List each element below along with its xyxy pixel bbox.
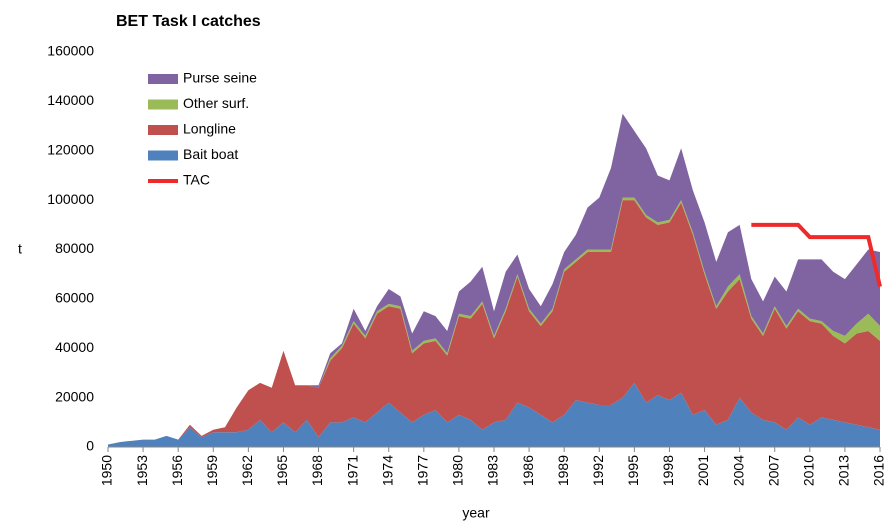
x-tick-label: 1959 [204,455,220,486]
y-tick-label: 0 [86,438,94,454]
x-tick-label: 1986 [520,455,536,486]
x-tick-label: 2004 [730,455,746,486]
y-tick-label: 120000 [47,141,94,157]
x-tick-label: 1974 [379,455,395,486]
x-tick-label: 2007 [765,455,781,486]
x-tick-label: 1956 [169,455,185,486]
x-tick-label: 1977 [415,455,431,486]
legend-label: Longline [183,121,236,137]
x-tick-label: 2016 [871,455,884,486]
y-tick-label: 40000 [55,339,94,355]
y-tick-label: 160000 [47,43,94,59]
x-tick-label: 1980 [450,455,466,486]
chart-title: BET Task I catches [116,13,261,30]
y-tick-label: 60000 [55,290,94,306]
x-tick-label: 1962 [239,455,255,486]
y-tick-label: 20000 [55,388,94,404]
x-tick-label: 2013 [836,455,852,486]
legend-swatch [148,74,178,84]
x-axis-label: year [462,505,490,521]
y-axis-label: t [18,241,22,257]
y-tick-label: 100000 [47,191,94,207]
area [108,200,880,445]
x-tick-label: 1992 [590,455,606,486]
x-tick-label: 1950 [99,455,115,486]
legend-label: TAC [183,172,210,188]
x-tick-label: 1965 [274,455,290,486]
x-tick-label: 2010 [801,455,817,486]
x-tick-label: 1983 [485,455,501,486]
legend-label: Purse seine [183,70,257,86]
y-tick-label: 80000 [55,240,94,256]
x-tick-label: 1971 [344,455,360,486]
legend-label: Bait boat [183,146,238,162]
area [108,382,880,447]
area [108,113,880,445]
x-tick-label: 1968 [309,455,325,486]
legend-swatch [148,150,178,161]
legend-swatch [148,125,178,135]
x-tick-label: 1989 [555,455,571,486]
line [751,222,882,287]
legend-swatch [148,99,178,110]
x-tick-label: 1953 [134,455,150,486]
x-tick-label: 1995 [625,455,641,486]
y-tick-label: 140000 [47,92,94,108]
x-tick-label: 2001 [695,455,711,486]
legend-label: Other surf. [183,95,249,111]
x-tick-label: 1998 [660,455,676,486]
